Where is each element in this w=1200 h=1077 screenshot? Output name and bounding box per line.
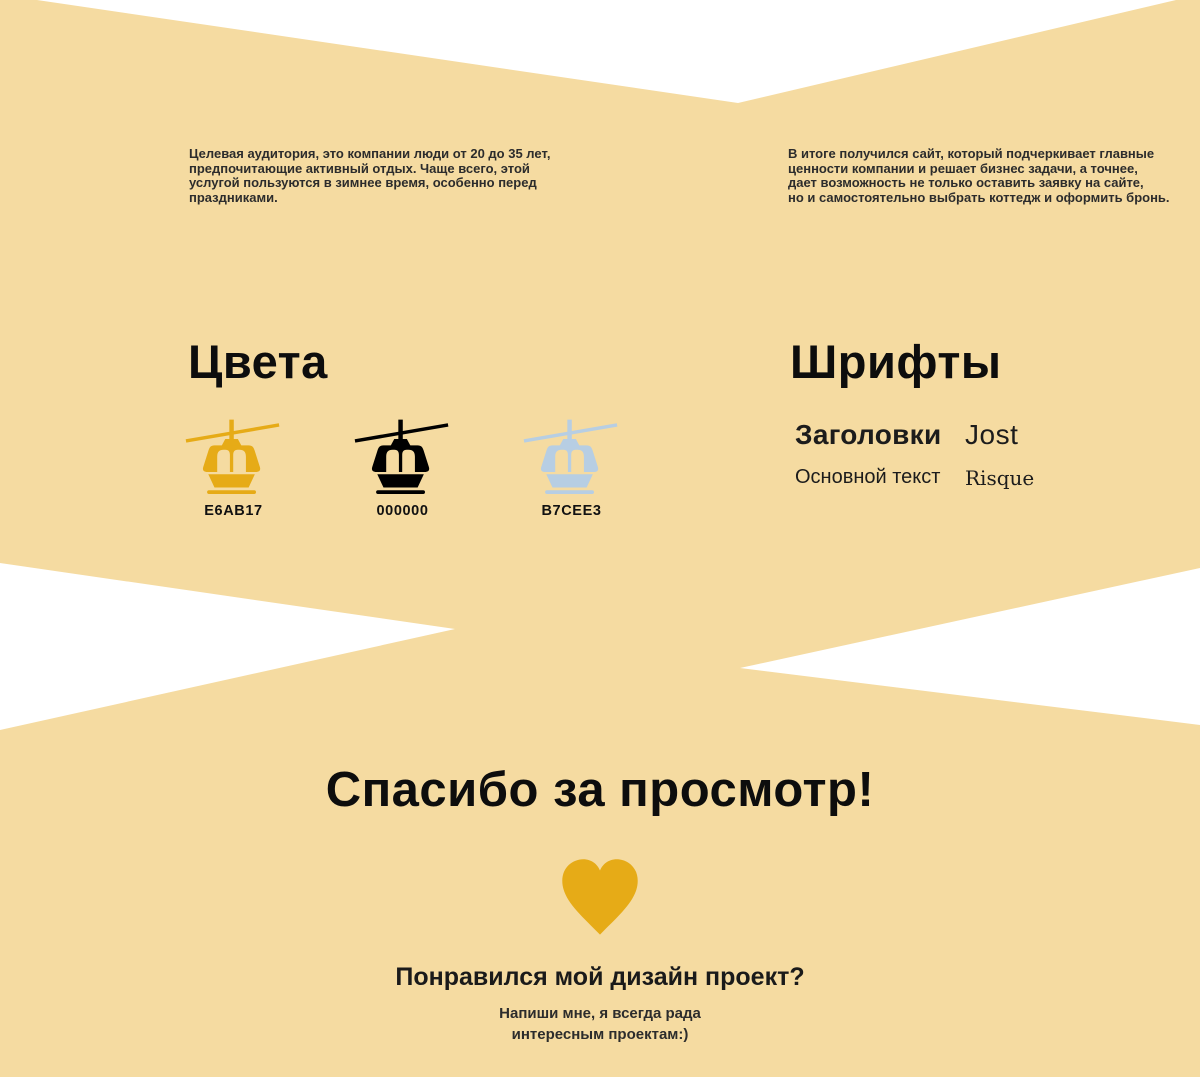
paragraph-line: услугой пользуются в зимнее время, особе… [189, 175, 537, 191]
note-line: интересным проектам:) [511, 1025, 689, 1043]
cable-car-icon [185, 417, 281, 496]
color-swatches: E6AB17 000000 B7CEE3 [185, 416, 620, 519]
paragraph-line: предпочитающие активный отдых. Чаще всег… [189, 160, 530, 176]
middle-left-wedge-shape [0, 563, 455, 730]
top-wedge-shape [37, 0, 1176, 103]
paragraph-line: ценности компании и решает бизнес задачи… [788, 160, 1138, 176]
color-hex-label: 000000 [376, 503, 429, 519]
middle-right-wedge-shape [740, 568, 1200, 725]
font-name-jost: Jost [965, 419, 1019, 450]
note-line: Напиши мне, я всегда рада [499, 1005, 701, 1022]
fonts-section-title: Шрифты [790, 335, 1002, 388]
paragraph-line: В итоге получился сайт, который подчерки… [788, 146, 1155, 161]
colors-section-title: Цвета [188, 335, 328, 388]
color-hex-label: B7CEE3 [541, 503, 602, 519]
audience-paragraph: Целевая аудитория, это компании люди от … [189, 146, 551, 205]
color-swatch-yellow: E6AB17 [185, 416, 282, 519]
cable-car-icon [354, 417, 450, 496]
thanks-heading: Спасибо за просмотр! [325, 763, 875, 817]
paragraph-line: Целевая аудитория, это компании люди от … [189, 146, 551, 161]
result-paragraph: В итоге получился сайт, который подчерки… [788, 146, 1170, 205]
color-swatch-blue: B7CEE3 [523, 416, 620, 519]
question-text: Понравился мой дизайн проект? [395, 963, 805, 991]
color-hex-label: E6AB17 [204, 503, 263, 519]
paragraph-line: дает возможность не только оставить заяв… [788, 175, 1144, 191]
color-swatch-black: 000000 [354, 416, 451, 519]
contact-note: Напиши мне, я всегда рада интересным про… [0, 1004, 1200, 1045]
font-usage-label: Основной текст [795, 466, 941, 488]
paragraph-line: праздниками. [189, 189, 278, 205]
font-usage-label: Заголовки [795, 419, 942, 450]
heart-icon [562, 859, 638, 935]
paragraph-line: но и самостоятельно выбрать коттедж и оф… [788, 189, 1170, 205]
cable-car-icon [523, 417, 619, 496]
font-name-risque: Risque [965, 466, 1035, 490]
